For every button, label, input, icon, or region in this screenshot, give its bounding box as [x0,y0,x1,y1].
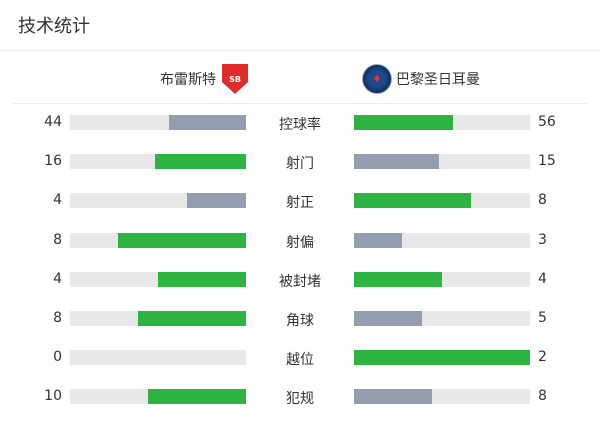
away-bar-fill [354,154,440,170]
stat-label: 射门 [286,156,314,173]
away-bar [354,232,530,248]
away-team-name: 巴黎圣日耳曼 [396,72,480,88]
stat-row: 8 射偏 3 [0,231,600,251]
brest-crest-icon: SB [222,64,248,94]
stat-label: 射正 [286,195,314,212]
stat-row: 16 射门 15 [0,153,600,173]
stat-label: 射偏 [286,234,314,251]
away-bar-fill [354,232,402,248]
stat-label: 越位 [286,352,314,369]
stat-row: 0 越位 2 [0,349,600,369]
away-bar-fill [354,193,472,209]
away-bar-fill [354,389,433,405]
divider [12,103,588,104]
home-bar [70,271,246,287]
away-value: 2 [538,349,547,366]
psg-crest-icon: ♦ [362,64,392,94]
stat-label: 被封堵 [279,273,321,290]
home-team-name: 布雷斯特 [160,72,216,88]
away-team: ♦ 巴黎圣日耳曼 [362,64,480,94]
stat-row: 4 射正 8 [0,192,600,212]
stat-row: 44 控球率 56 [0,114,600,133]
away-value: 15 [538,153,556,170]
away-bar [354,154,530,170]
home-bar-fill [137,311,246,326]
stat-label: 角球 [286,313,314,329]
away-bar [354,389,530,405]
home-bar [70,154,246,170]
home-value: 8 [53,231,62,248]
away-bar [354,193,530,209]
home-bar-fill [187,193,246,209]
home-value: 0 [53,349,62,366]
away-bar-fill [354,115,453,130]
away-value: 4 [538,270,547,287]
stat-label: 犯规 [286,391,314,408]
home-bar [70,193,246,209]
divider [0,50,600,51]
away-bar-fill [354,350,530,366]
home-value: 8 [53,310,62,326]
away-bar [354,311,530,326]
away-bar-fill [354,271,442,287]
home-value: 4 [53,270,62,287]
home-team: 布雷斯特 SB [160,64,248,94]
page-title: 技术统计 [18,16,90,37]
home-value: 16 [44,153,62,170]
away-bar [354,350,530,366]
away-bar [354,271,530,287]
away-value: 56 [538,114,556,130]
away-bar [354,115,530,130]
away-value: 8 [538,388,547,405]
stat-row: 8 角球 5 [0,310,600,329]
away-value: 8 [538,192,547,209]
home-bar [70,350,246,366]
home-bar [70,115,246,130]
home-bar-fill [158,271,246,287]
home-value: 44 [44,114,62,130]
away-bar-fill [354,311,422,326]
stat-row: 4 被封堵 4 [0,270,600,290]
home-bar-fill [148,389,246,405]
home-bar-fill [118,232,246,248]
home-bar [70,389,246,405]
home-bar [70,311,246,326]
home-value: 10 [44,388,62,405]
home-bar-fill [155,154,246,170]
away-value: 5 [538,310,547,326]
home-value: 4 [53,192,62,209]
home-bar [70,232,246,248]
away-value: 3 [538,231,547,248]
stat-label: 控球率 [279,117,321,133]
home-bar-fill [168,115,246,130]
stat-row: 10 犯规 8 [0,388,600,408]
